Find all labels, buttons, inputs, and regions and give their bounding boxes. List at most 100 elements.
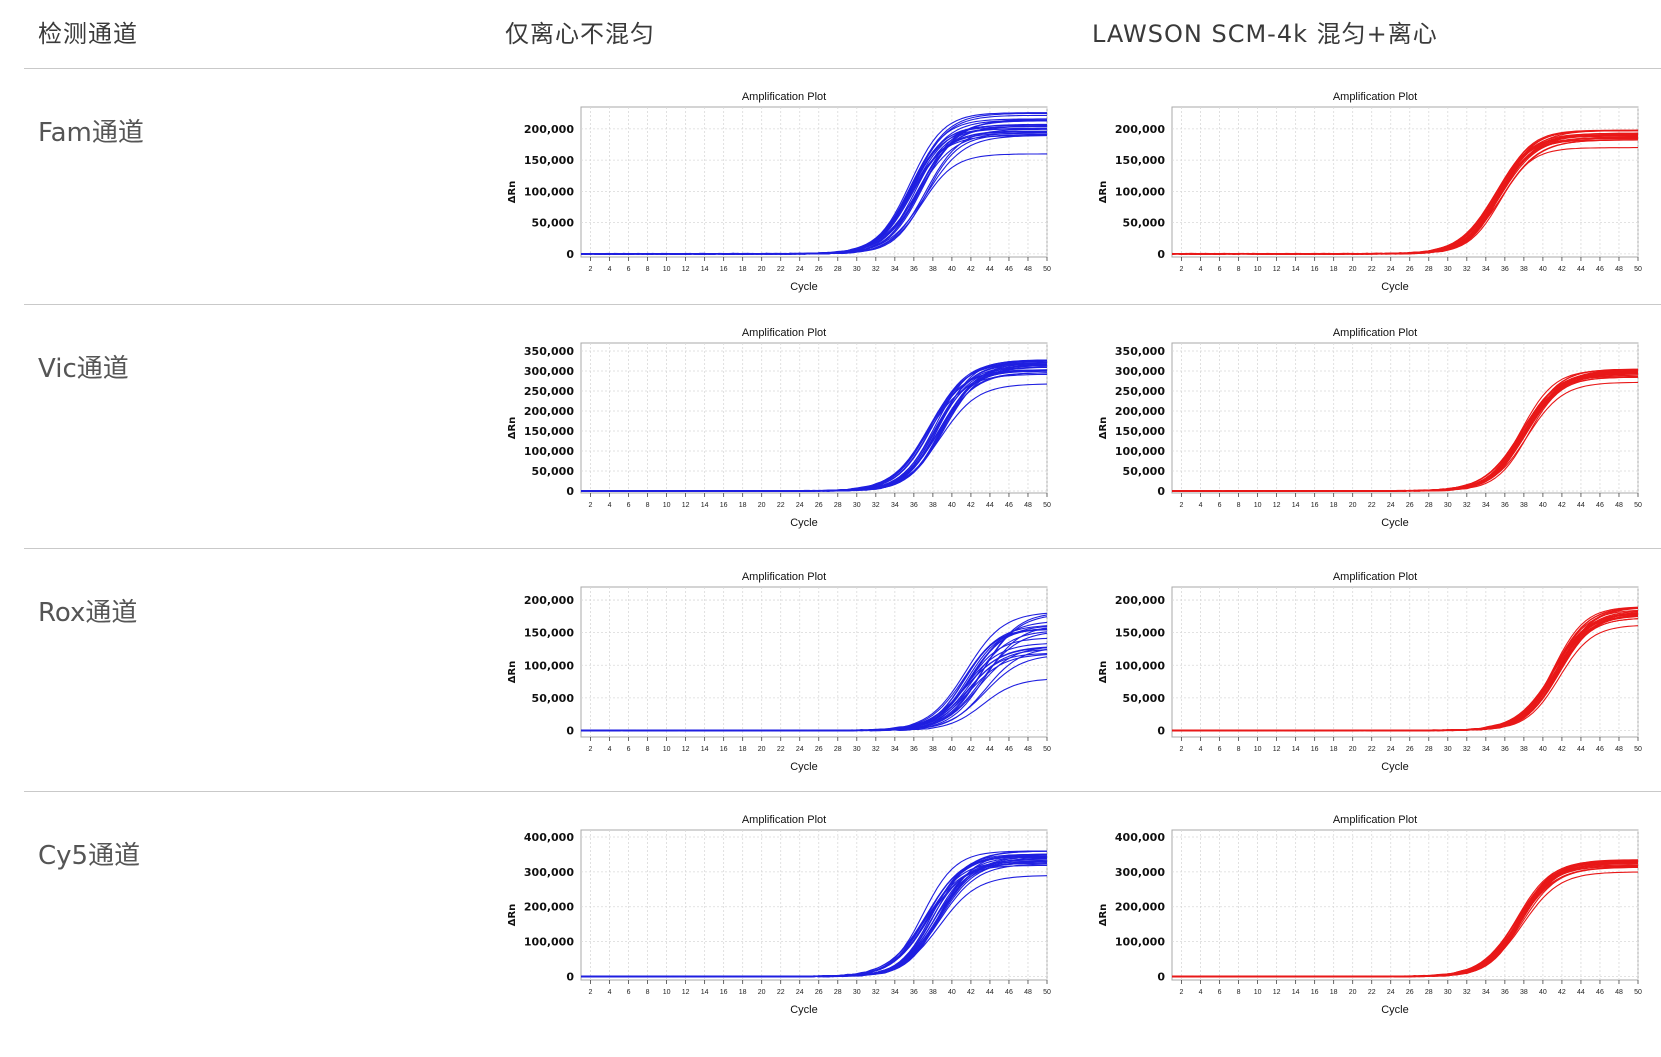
x-tick-label: 4 [608,502,612,509]
x-tick-label: 4 [608,989,612,996]
x-tick-label: 26 [1406,989,1414,996]
amplification-curve [1172,606,1638,732]
x-tick-label: 28 [834,989,842,996]
y-axis-label: ΔRn [1098,181,1109,204]
x-tick-label: 12 [1273,746,1281,753]
curve-group [581,112,1047,255]
y-tick-label: 50,000 [532,692,575,705]
x-tick-label: 40 [948,746,956,753]
curve-group [1172,368,1638,492]
x-axis-label: Cycle [790,1004,818,1016]
x-tick-label: 42 [1558,502,1566,509]
x-tick-label: 10 [1254,266,1262,273]
x-tick-label: 28 [1425,266,1433,273]
y-tick-label: 200,000 [524,123,574,136]
x-axis-label: Cycle [1381,761,1409,773]
x-tick-label: 44 [986,266,994,273]
x-tick-label: 24 [796,266,804,273]
y-tick-label: 0 [566,485,574,498]
x-tick-label: 18 [1330,989,1338,996]
x-tick-label: 44 [986,746,994,753]
x-tick-label: 14 [1292,502,1300,509]
x-tick-label: 10 [663,746,671,753]
x-tick-label: 48 [1024,266,1032,273]
x-tick-label: 14 [1292,989,1300,996]
x-tick-label: 42 [967,266,975,273]
x-tick-label: 16 [1311,266,1319,273]
row-label-fam: Fam通道 [38,118,144,148]
x-tick-label: 48 [1024,746,1032,753]
x-tick-label: 8 [646,266,650,273]
x-tick-label: 22 [1368,989,1376,996]
x-tick-label: 18 [739,989,747,996]
x-tick-label: 16 [1311,746,1319,753]
x-tick-label: 6 [627,502,631,509]
header-centrifuge-only: 仅离心不混匀 [505,20,655,48]
x-tick-label: 2 [1180,989,1184,996]
x-tick-label: 6 [1218,502,1222,509]
x-tick-label: 46 [1596,746,1604,753]
x-tick-label: 40 [1539,502,1547,509]
plot-area [1171,342,1639,494]
x-tick-label: 10 [1254,746,1262,753]
x-tick-label: 28 [1425,502,1433,509]
y-tick-label: 250,000 [1115,385,1165,398]
x-axis-label: Cycle [790,281,818,293]
x-tick-label: 30 [853,989,861,996]
x-tick-label: 42 [967,502,975,509]
y-tick-label: 350,000 [524,345,574,358]
x-tick-label: 4 [608,266,612,273]
x-tick-label: 50 [1043,266,1051,273]
amplification-curve [1172,129,1638,255]
x-tick-label: 22 [1368,266,1376,273]
x-tick-label: 22 [777,266,785,273]
x-tick-label: 38 [929,502,937,509]
x-tick-label: 20 [758,746,766,753]
x-tick-label: 4 [1199,746,1203,753]
x-tick-label: 50 [1043,502,1051,509]
x-tick-label: 40 [1539,746,1547,753]
plot-rox-centrifuge-only: Amplification Plot 0 50,000 100,000 150,000 2… [503,570,1071,782]
chart-title: Amplification Plot [742,91,826,103]
y-tick-label: 200,000 [1115,405,1165,418]
x-tick-label: 8 [1237,989,1241,996]
y-axis-label: ΔRn [507,417,518,440]
x-tick-label: 30 [1444,266,1452,273]
x-tick-label: 26 [1406,502,1414,509]
x-tick-label: 26 [815,989,823,996]
y-tick-label: 350,000 [1115,345,1165,358]
x-tick-label: 42 [1558,989,1566,996]
x-tick-label: 20 [758,989,766,996]
y-tick-label: 300,000 [1115,866,1165,879]
plot-rox-lawson: Amplification Plot 0 50,000 100,000 150,000 2… [1094,570,1661,782]
plot-area [1171,829,1639,981]
table-row: Vic通道 Amplification Plot 0 50,000 100,000 15… [0,326,1661,570]
y-tick-label: 0 [1157,248,1165,261]
x-tick-label: 20 [1349,502,1357,509]
x-tick-label: 36 [1501,746,1509,753]
table-row: Cy5通道 Amplification Plot 0 100,000 200,000 3… [0,813,1661,1057]
y-tick-label: 400,000 [1115,831,1165,844]
plot-fam-centrifuge-only: Amplification Plot 0 50,000 100,000 150,000 2… [503,90,1071,302]
x-tick-label: 24 [796,989,804,996]
x-tick-label: 14 [701,989,709,996]
y-tick-label: 0 [1157,485,1165,498]
chart-title: Amplification Plot [742,327,826,339]
x-tick-label: 20 [758,266,766,273]
amplification-plot-svg: Amplification Plot 0 100,000 200,000 300,000… [1098,814,1642,1016]
x-tick-label: 48 [1615,502,1623,509]
x-tick-label: 36 [910,502,918,509]
x-tick-label: 42 [1558,746,1566,753]
x-tick-label: 50 [1634,266,1642,273]
x-tick-label: 30 [1444,746,1452,753]
y-tick-label: 400,000 [524,831,574,844]
x-tick-label: 46 [1005,266,1013,273]
x-tick-label: 48 [1024,502,1032,509]
x-tick-label: 18 [739,502,747,509]
x-tick-label: 10 [663,989,671,996]
x-tick-label: 10 [663,502,671,509]
amplification-curve [581,359,1047,492]
x-tick-label: 46 [1596,266,1604,273]
x-tick-label: 8 [1237,746,1241,753]
x-tick-label: 16 [720,989,728,996]
